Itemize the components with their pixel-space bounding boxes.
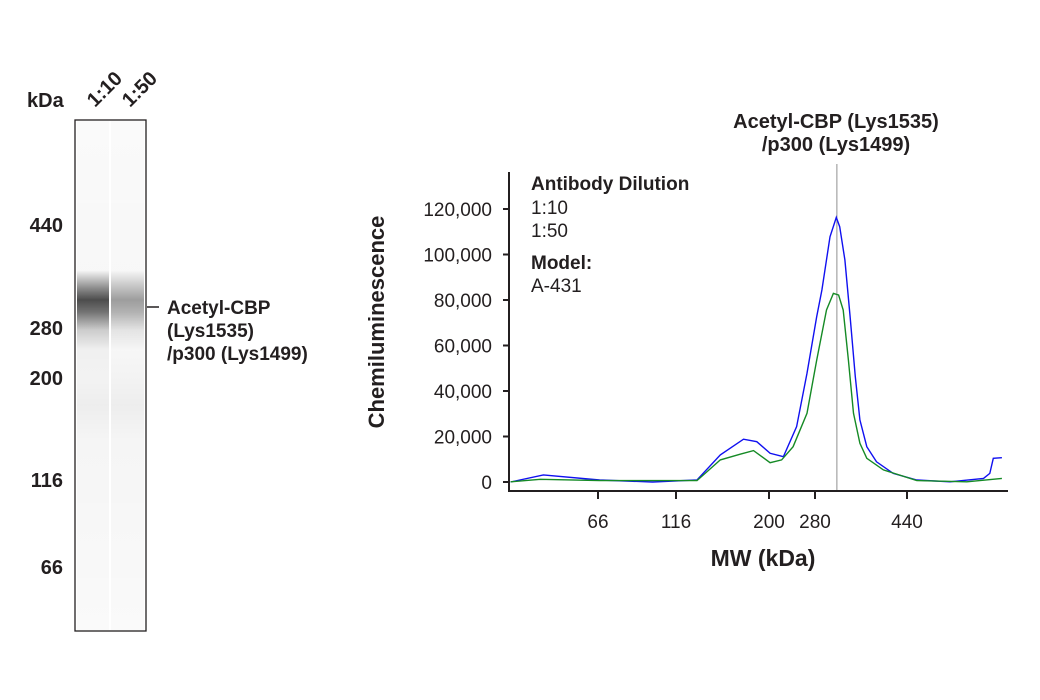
band-label-line-3: /p300 (Lys1499)	[167, 344, 308, 365]
y-tick-label: 20,000	[434, 428, 492, 449]
lane-label-1: 1:10	[83, 68, 127, 112]
axis-ticks: 0 20,000 40,000 60,000 80,000 100,000 120,000 6…	[423, 200, 923, 533]
legend-entry-1-10: 1:10	[531, 198, 568, 219]
blot-frame	[74, 119, 147, 632]
marker-440: 440	[30, 215, 63, 237]
marker-116: 116	[31, 470, 63, 492]
x-tick-label: 280	[799, 512, 831, 533]
x-axis-label: MW (kDa)	[711, 545, 816, 571]
x-tick-label: 440	[891, 512, 923, 533]
chart-title-line-1: Acetyl-CBP (Lys1535)	[733, 111, 939, 133]
x-tick-label: 66	[587, 512, 608, 533]
lane-label-2: 1:50	[118, 68, 162, 112]
blot-lane-1	[77, 121, 109, 630]
marker-66: 66	[41, 557, 63, 579]
model-heading: Model:	[531, 253, 592, 274]
y-tick-label: 100,000	[423, 246, 492, 267]
kda-label: kDa	[27, 90, 65, 112]
y-tick-label: 40,000	[434, 382, 492, 403]
blot-lane-2	[111, 121, 144, 630]
chart-title-line-2: /p300 (Lys1499)	[762, 134, 910, 156]
chart-panel: Acetyl-CBP (Lys1535) /p300 (Lys1499) Che…	[364, 111, 1008, 571]
marker-280: 280	[30, 318, 63, 340]
model-value: A-431	[531, 276, 582, 297]
blot-lanes	[77, 121, 144, 630]
series-line-1-50	[510, 292, 1002, 483]
marker-200: 200	[30, 368, 63, 390]
legend-entry-1-50: 1:50	[531, 221, 568, 242]
y-tick-label: 80,000	[434, 291, 492, 312]
y-tick-label: 0	[481, 473, 492, 494]
y-tick-label: 120,000	[423, 200, 492, 221]
series-lines	[510, 215, 1002, 483]
legend-heading: Antibody Dilution	[531, 174, 689, 195]
y-tick-label: 60,000	[434, 337, 492, 358]
x-tick-label: 116	[661, 512, 691, 533]
band-label-line-2: (Lys1535)	[167, 321, 254, 342]
blot-panel: kDa 1:10 1:50 440 280 200 116 66 Acetyl-…	[27, 68, 308, 632]
y-axis-label: Chemiluminescence	[364, 216, 389, 429]
band-label-line-1: Acetyl-CBP	[167, 298, 271, 319]
x-tick-label: 200	[753, 512, 785, 533]
